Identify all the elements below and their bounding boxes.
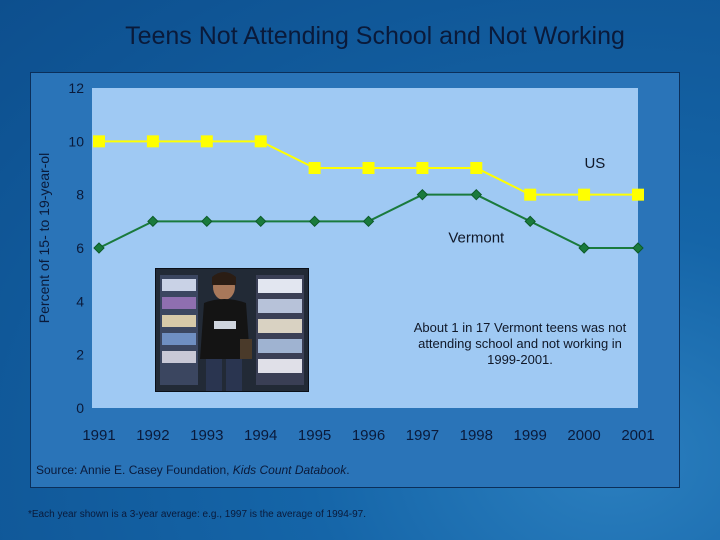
teen-photo — [155, 268, 309, 392]
source-prefix: Source: Annie E. Casey Foundation, — [36, 463, 233, 477]
x-tick-label: 1996 — [352, 427, 385, 444]
x-tick-label: 1997 — [406, 427, 439, 444]
us-data-point — [362, 162, 375, 174]
us-data-point — [632, 188, 644, 201]
x-tick-label: 1994 — [244, 427, 277, 444]
us-data-point — [200, 135, 213, 148]
x-tick-label: 2001 — [621, 427, 654, 444]
vermont-data-point — [416, 188, 429, 201]
x-tick-label: 1999 — [514, 427, 547, 444]
us-data-point — [524, 188, 537, 201]
vermont-data-point — [201, 215, 213, 228]
vermont-data-point — [578, 242, 590, 254]
vermont-data-point — [524, 215, 536, 228]
source-suffix: . — [346, 463, 350, 477]
us-data-point — [578, 188, 591, 201]
x-tick-label: 1995 — [298, 427, 331, 444]
us-data-point — [93, 135, 105, 148]
source-note: Source: Annie E. Casey Foundation, Kids … — [36, 463, 350, 477]
y-tick-label: 12 — [68, 80, 84, 96]
series-label-vermont: Vermont — [448, 230, 505, 247]
footnote: *Each year shown is a 3-year average: e.… — [28, 509, 366, 520]
chart-title: Teens Not Attending School and Not Worki… — [125, 22, 625, 50]
y-tick-label: 4 — [76, 293, 84, 309]
x-tick-label: 1991 — [82, 427, 115, 444]
us-data-point — [308, 162, 321, 174]
vermont-data-point — [470, 188, 483, 201]
x-tick-label: 1992 — [136, 427, 169, 444]
y-tick-label: 8 — [76, 187, 84, 203]
x-tick-label: 2000 — [567, 427, 600, 444]
vermont-data-point — [632, 242, 644, 254]
y-tick-label: 10 — [68, 133, 84, 149]
x-tick-label: 1993 — [190, 427, 223, 444]
us-data-point — [416, 162, 429, 174]
vermont-data-point — [147, 215, 159, 228]
vermont-data-point — [362, 215, 375, 228]
vermont-annotation: About 1 in 17 Vermont teens was not atte… — [413, 320, 627, 367]
y-tick-label: 6 — [76, 240, 84, 256]
x-tick-label: 1998 — [460, 427, 493, 444]
vermont-data-point — [254, 215, 267, 228]
vermont-data-point — [308, 215, 321, 228]
source-title: Kids Count Databook — [232, 463, 347, 477]
y-tick-label: 2 — [76, 347, 84, 363]
us-data-point — [470, 162, 483, 174]
us-data-point — [146, 135, 159, 148]
vermont-data-point — [93, 242, 105, 254]
y-tick-label: 0 — [76, 400, 84, 416]
series-label-us: US — [584, 155, 605, 172]
us-data-point — [254, 135, 267, 148]
